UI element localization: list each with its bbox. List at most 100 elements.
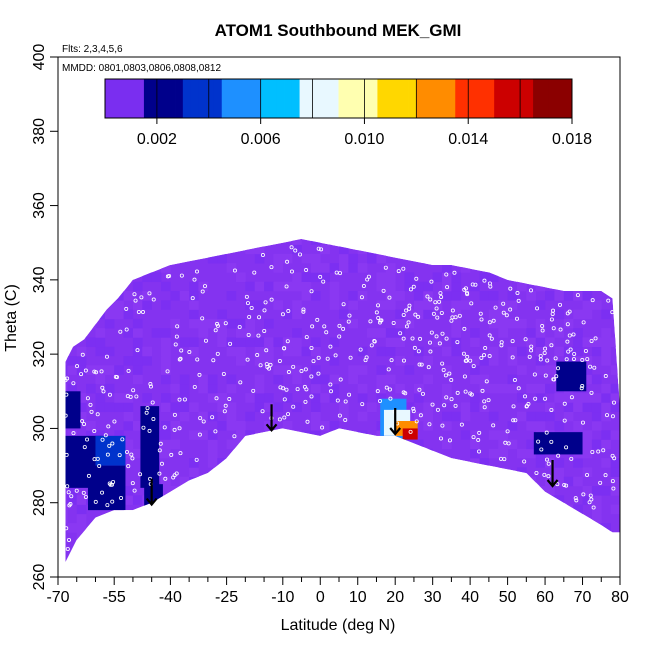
heatmap-cell [442, 467, 452, 478]
sample-point [511, 404, 516, 409]
heatmap-cell [65, 272, 68, 283]
sample-point [169, 452, 174, 457]
sample-point [480, 388, 485, 393]
sample-point [178, 451, 183, 456]
heatmap-cell [582, 365, 593, 375]
sample-point [359, 295, 364, 300]
sample-point [157, 448, 162, 453]
colorbar-cell [354, 79, 363, 118]
heatmap-cell [151, 272, 162, 283]
heatmap-cell [235, 439, 246, 450]
heatmap-cell [432, 458, 443, 468]
sample-point [533, 396, 538, 401]
heatmap-cell [301, 430, 312, 440]
sample-point [75, 364, 80, 369]
heatmap-cell [488, 318, 499, 329]
heatmap-cell [273, 374, 284, 385]
sample-point [589, 497, 594, 502]
sample-point [66, 537, 71, 542]
sample-point [124, 327, 129, 332]
sample-point [347, 313, 352, 318]
sample-point [538, 353, 543, 358]
heatmap-cell [395, 551, 405, 561]
heatmap-cell [151, 253, 162, 264]
heatmap-cell [67, 430, 78, 440]
heatmap-cell [573, 328, 583, 338]
heatmap-cell [442, 458, 452, 468]
colorbar-cell [439, 79, 448, 118]
heatmap-cell [413, 239, 424, 245]
colorbar-cell [128, 79, 137, 118]
sample-point [386, 367, 391, 372]
sample-point [74, 488, 79, 493]
colorbar-cell [486, 79, 495, 118]
heatmap-cell [385, 272, 396, 283]
heatmap-cell [292, 337, 302, 348]
heatmap-cell [460, 263, 471, 273]
sample-point [445, 285, 450, 290]
colorbar-cell [268, 79, 277, 118]
heatmap-cell [282, 365, 293, 375]
heatmap-cell [498, 318, 508, 329]
sample-point [384, 385, 389, 390]
heatmap-cell [114, 309, 124, 320]
sample-point [477, 430, 482, 435]
heatmap-cell [582, 402, 593, 413]
heatmap-cell [451, 337, 462, 348]
heatmap-cell [591, 374, 602, 385]
sample-point [506, 441, 511, 446]
heatmap-cell [76, 523, 87, 533]
sample-point [544, 430, 549, 435]
heatmap-cell [367, 402, 377, 413]
sample-point [564, 357, 569, 362]
sample-point [482, 399, 487, 404]
sample-point [487, 354, 492, 359]
colorbar-cell [361, 79, 371, 118]
sample-point [401, 312, 406, 317]
sample-point [499, 343, 504, 348]
heatmap-cell [395, 318, 405, 329]
sample-point [133, 298, 138, 303]
heatmap-cell [189, 402, 199, 413]
heatmap-cell [254, 253, 265, 264]
heatmap-cell [507, 318, 518, 329]
heatmap-cell [591, 337, 602, 348]
colorbar-cell [533, 79, 542, 118]
heatmap-cell [563, 551, 574, 561]
heatmap-cell [132, 328, 143, 338]
x-axis-label: Latitude (deg N) [281, 617, 396, 634]
heatmap-cell [357, 346, 368, 357]
heatmap-cell [385, 300, 396, 310]
heatmap-cell [301, 551, 312, 561]
heatmap-cell [170, 291, 181, 301]
heatmap-cell [95, 239, 106, 245]
sample-point [309, 289, 314, 294]
heatmap-cell [591, 560, 602, 563]
heatmap-cell [254, 281, 265, 292]
heatmap-cell [385, 328, 396, 338]
heatmap-cell [86, 253, 96, 264]
heatmap-cell [179, 513, 190, 524]
heatmap-cell [207, 560, 218, 563]
heatmap-cell [432, 495, 443, 505]
heatmap-cell [479, 253, 490, 264]
sample-point [337, 413, 342, 418]
heatmap-cell [507, 383, 518, 394]
heatmap-cell [601, 430, 611, 440]
x-tick-label: 10 [349, 589, 367, 606]
heatmap-cell [423, 309, 433, 320]
sample-point [487, 281, 492, 286]
heatmap-cell [413, 439, 424, 450]
sample-point [197, 372, 202, 377]
heatmap-cell [573, 356, 583, 366]
heatmap-cell [264, 458, 274, 468]
heatmap-cell [367, 253, 377, 264]
sample-point [549, 439, 554, 444]
heatmap-cell [498, 328, 508, 338]
sample-point [291, 364, 296, 369]
heatmap-cell [217, 402, 227, 413]
sample-point [564, 445, 569, 450]
heatmap-cell [329, 356, 340, 366]
heatmap-cell [282, 486, 293, 496]
heatmap-cell [554, 346, 565, 357]
